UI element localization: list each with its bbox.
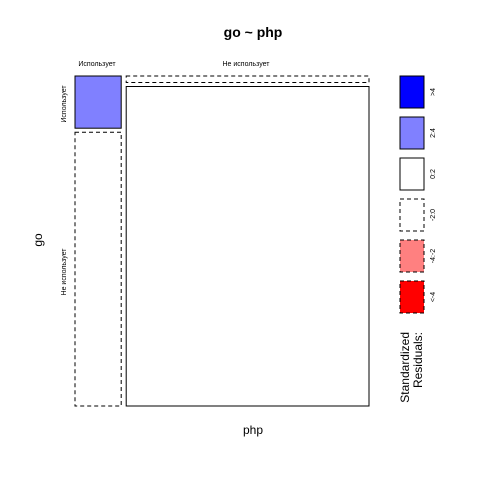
legend-label-3: -2:0 <box>430 209 437 221</box>
x-level-label-1: Не использует <box>223 61 271 68</box>
legend-label-5: <-4 <box>430 292 437 302</box>
mosaic-cell-0-1 <box>74 131 122 407</box>
y-level-label-1: Не использует <box>61 248 68 296</box>
legend-swatch-4 <box>399 239 425 273</box>
legend-label-2: 0:2 <box>430 169 437 179</box>
mosaic-cell-0-0 <box>74 75 122 129</box>
legend-label-4: -4:-2 <box>430 249 437 264</box>
legend-label-1: 2:4 <box>430 128 437 138</box>
legend-title-line1: Standardized <box>398 332 412 403</box>
x-level-label-0: Использует <box>78 61 116 68</box>
legend-label-0: >4 <box>430 88 437 96</box>
legend-swatch-2 <box>399 157 425 191</box>
legend-swatch-1 <box>399 116 425 150</box>
x-axis-label: php <box>243 423 263 437</box>
legend-swatch-5 <box>399 280 425 314</box>
mosaic-cell-1-0 <box>125 75 370 83</box>
legend-title-line2: Residuals: <box>411 332 425 388</box>
legend-swatch-3 <box>399 198 425 232</box>
mosaic-cells <box>74 75 370 407</box>
residuals-legend: >4 2:4 0:2 -2:0 -4:-2 <-4 <box>399 75 437 314</box>
legend-swatch-0 <box>399 75 425 109</box>
y-axis-label: go <box>31 233 45 247</box>
y-level-label-0: Использует <box>61 85 68 123</box>
chart-title: go ~ php <box>224 24 283 40</box>
mosaic-cell-1-1 <box>125 86 370 407</box>
